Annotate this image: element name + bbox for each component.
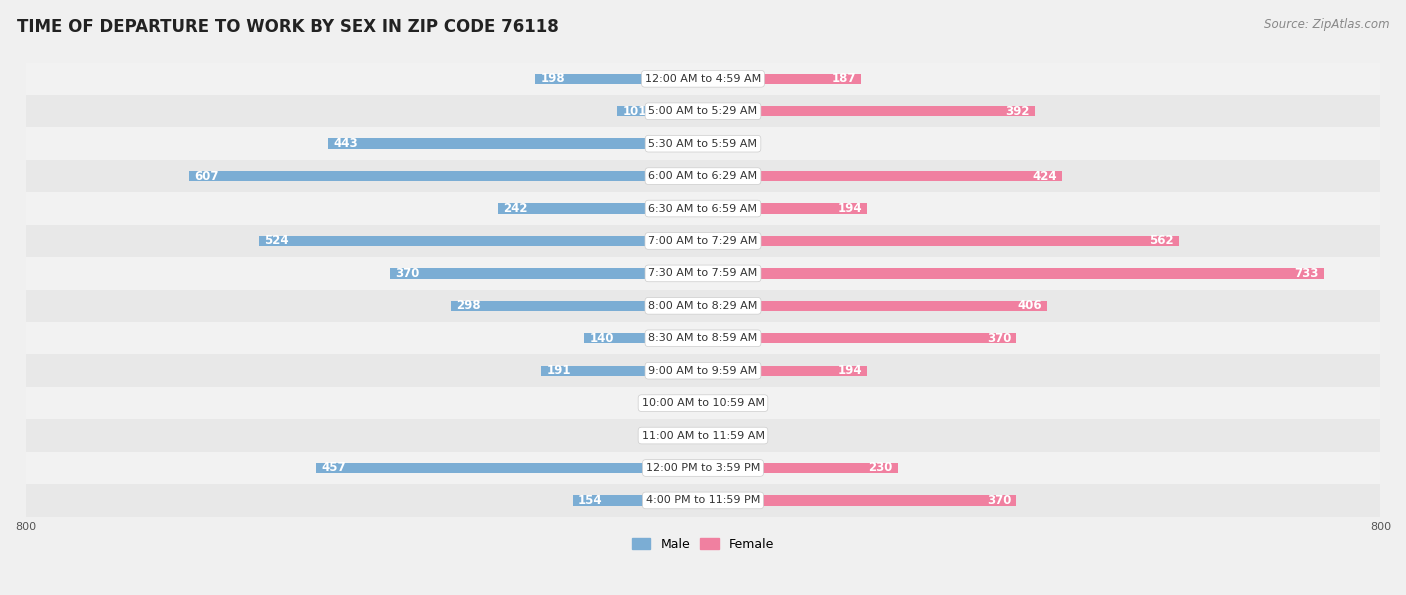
Text: 4:00 PM to 11:59 PM: 4:00 PM to 11:59 PM [645, 496, 761, 505]
Bar [389, 268, 703, 278]
Bar [25, 192, 1381, 225]
Text: TIME OF DEPARTURE TO WORK BY SEX IN ZIP CODE 76118: TIME OF DEPARTURE TO WORK BY SEX IN ZIP … [17, 18, 558, 36]
Text: 154: 154 [578, 494, 602, 507]
Legend: Male, Female: Male, Female [627, 533, 779, 556]
Bar [703, 171, 1062, 181]
Text: 370: 370 [395, 267, 419, 280]
Text: 242: 242 [503, 202, 527, 215]
Text: 12:00 AM to 4:59 AM: 12:00 AM to 4:59 AM [645, 74, 761, 84]
Text: 194: 194 [838, 202, 862, 215]
Text: 392: 392 [1005, 105, 1029, 118]
Bar [703, 139, 738, 149]
Bar [703, 463, 898, 473]
Text: 187: 187 [832, 73, 856, 85]
Bar [451, 300, 703, 311]
Bar [703, 333, 1017, 343]
Text: 101: 101 [623, 105, 647, 118]
Text: 406: 406 [1017, 299, 1042, 312]
Bar [572, 495, 703, 506]
Text: 370: 370 [987, 332, 1011, 345]
Bar [25, 355, 1381, 387]
Bar [25, 290, 1381, 322]
Text: 194: 194 [838, 364, 862, 377]
Bar [25, 257, 1381, 290]
Bar [703, 203, 868, 214]
Bar [25, 387, 1381, 419]
Bar [703, 74, 862, 84]
Bar [188, 171, 703, 181]
Text: 35: 35 [654, 429, 668, 442]
Text: 424: 424 [1032, 170, 1057, 183]
Text: 191: 191 [547, 364, 571, 377]
Bar [25, 62, 1381, 95]
Bar [536, 74, 703, 84]
Text: 230: 230 [869, 462, 893, 474]
Text: 5:30 AM to 5:59 AM: 5:30 AM to 5:59 AM [648, 139, 758, 149]
Bar [25, 452, 1381, 484]
Text: 443: 443 [333, 137, 357, 150]
Bar [703, 495, 1017, 506]
Text: 35: 35 [738, 397, 752, 409]
Text: 7:00 AM to 7:29 AM: 7:00 AM to 7:29 AM [648, 236, 758, 246]
Bar [541, 365, 703, 376]
Bar [703, 365, 868, 376]
Text: 17: 17 [723, 429, 738, 442]
Text: 457: 457 [321, 462, 346, 474]
Bar [259, 236, 703, 246]
Text: 7:30 AM to 7:59 AM: 7:30 AM to 7:59 AM [648, 268, 758, 278]
Bar [25, 225, 1381, 257]
Text: 41: 41 [742, 137, 758, 150]
Text: 733: 733 [1295, 267, 1319, 280]
Text: 607: 607 [194, 170, 218, 183]
Bar [316, 463, 703, 473]
Text: 8:30 AM to 8:59 AM: 8:30 AM to 8:59 AM [648, 333, 758, 343]
Text: 9:00 AM to 9:59 AM: 9:00 AM to 9:59 AM [648, 366, 758, 375]
Text: 6:00 AM to 6:29 AM: 6:00 AM to 6:29 AM [648, 171, 758, 181]
Bar [703, 398, 733, 408]
Bar [703, 430, 717, 441]
Bar [25, 322, 1381, 355]
Text: 41: 41 [648, 397, 664, 409]
Bar [668, 398, 703, 408]
Text: 11:00 AM to 11:59 AM: 11:00 AM to 11:59 AM [641, 431, 765, 440]
Bar [328, 139, 703, 149]
Text: 12:00 PM to 3:59 PM: 12:00 PM to 3:59 PM [645, 463, 761, 473]
Bar [617, 106, 703, 117]
Text: 8:00 AM to 8:29 AM: 8:00 AM to 8:29 AM [648, 301, 758, 311]
Bar [703, 106, 1035, 117]
Bar [25, 127, 1381, 160]
Bar [498, 203, 703, 214]
Bar [703, 268, 1323, 278]
Text: 140: 140 [589, 332, 614, 345]
Text: 10:00 AM to 10:59 AM: 10:00 AM to 10:59 AM [641, 398, 765, 408]
Bar [703, 300, 1047, 311]
Text: 562: 562 [1149, 234, 1174, 248]
Bar [25, 95, 1381, 127]
Bar [673, 430, 703, 441]
Bar [25, 160, 1381, 192]
Text: 5:00 AM to 5:29 AM: 5:00 AM to 5:29 AM [648, 107, 758, 116]
Text: Source: ZipAtlas.com: Source: ZipAtlas.com [1264, 18, 1389, 31]
Text: 6:30 AM to 6:59 AM: 6:30 AM to 6:59 AM [648, 203, 758, 214]
Text: 370: 370 [987, 494, 1011, 507]
Text: 198: 198 [540, 73, 565, 85]
Bar [703, 236, 1178, 246]
Bar [585, 333, 703, 343]
Bar [25, 484, 1381, 516]
Text: 524: 524 [264, 234, 290, 248]
Text: 298: 298 [456, 299, 481, 312]
Bar [25, 419, 1381, 452]
